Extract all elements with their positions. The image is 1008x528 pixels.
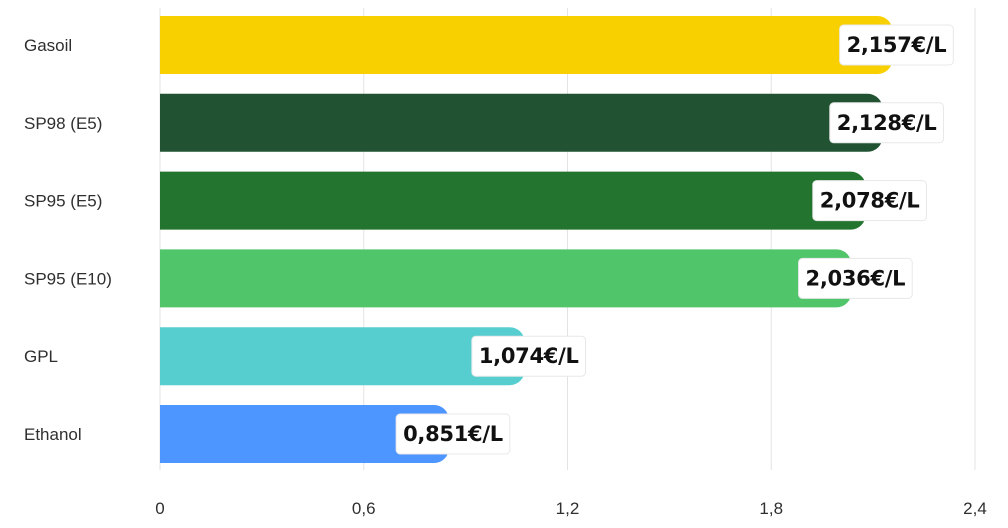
x-axis-tick-label: 1,8 <box>759 499 783 518</box>
value-label-text: 2,128€/L <box>837 111 937 135</box>
bar <box>160 327 525 386</box>
category-label: SP95 (E10) <box>24 269 112 288</box>
value-label-box <box>395 413 511 455</box>
x-axis-tick-label: 0,6 <box>352 499 376 518</box>
value-label: 2,078€/L <box>812 180 928 222</box>
x-axis-tick-label: 1,2 <box>556 499 580 518</box>
bar <box>160 405 449 463</box>
value-label: 0,851€/L <box>395 413 511 455</box>
bar <box>160 249 852 308</box>
x-axis-tick-labels: 0 0,6 1,2 1,8 2,4 <box>155 499 987 518</box>
category-labels: Gasoil SP98 (E5) SP95 (E5) SP95 (E10) GPL Eth… <box>24 36 112 444</box>
value-label-text: 2,036€/L <box>806 266 906 290</box>
value-label: 2,157€/L <box>839 24 954 66</box>
bars <box>160 16 893 463</box>
bar <box>160 171 866 230</box>
category-label: SP95 (E5) <box>24 192 102 211</box>
grid-lines <box>159 8 976 470</box>
value-label-box <box>839 24 954 66</box>
x-axis-tick-label: 2,4 <box>963 499 987 518</box>
value-label-box <box>829 102 944 144</box>
category-label: GPL <box>24 347 58 366</box>
category-label: Gasoil <box>24 36 72 55</box>
value-label: 2,036€/L <box>798 257 913 299</box>
value-label-text: 0,851€/L <box>403 422 503 446</box>
value-label-box <box>798 257 913 299</box>
value-label-text: 2,157€/L <box>847 33 947 57</box>
category-label: Ethanol <box>24 425 82 444</box>
value-label: 1,074€/L <box>471 335 587 377</box>
value-label-box <box>812 180 928 222</box>
x-axis-tick-label: 0 <box>155 499 164 518</box>
value-label-text: 1,074€/L <box>479 344 579 368</box>
value-label: 2,128€/L <box>829 102 944 144</box>
value-label-text: 2,078€/L <box>820 189 920 213</box>
bar <box>160 93 883 152</box>
bar <box>160 16 893 74</box>
category-label: SP98 (E5) <box>24 114 102 133</box>
value-labels: 2,157€/L 2,128€/L 2,078€/L 2,036€/L 1,074€/L… <box>395 24 954 455</box>
value-label-box <box>471 335 587 377</box>
